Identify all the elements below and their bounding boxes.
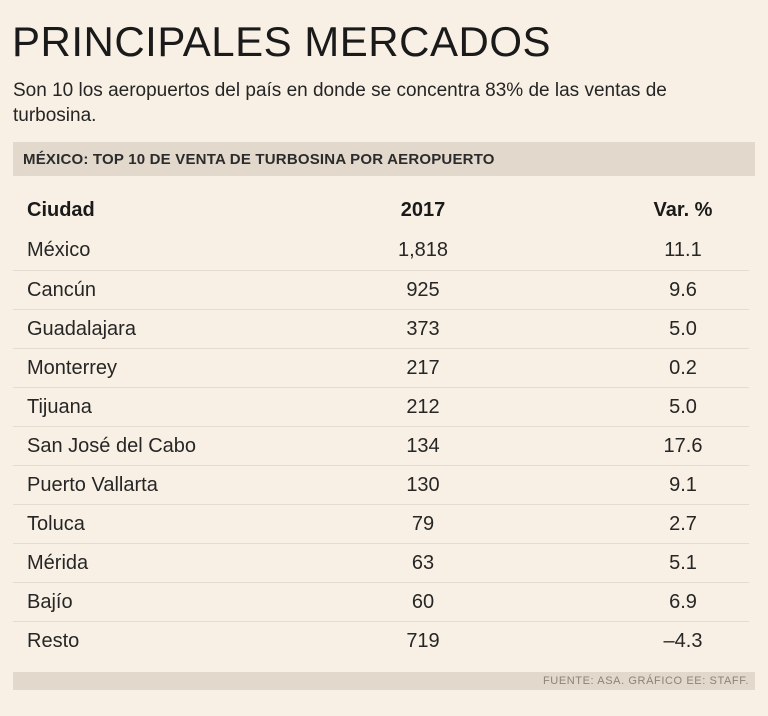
table-row: Mérida 63 5.1 — [13, 543, 749, 582]
cell-var: 6.9 — [669, 590, 697, 613]
column-header-ciudad: Ciudad — [27, 198, 95, 221]
cell-2017: 63 — [411, 551, 435, 574]
table-header-row: Ciudad 2017 Var. % — [13, 190, 749, 230]
cell-2017: 130 — [406, 473, 440, 496]
cell-var: 9.1 — [669, 473, 697, 496]
page-subtitle: Son 10 los aeropuertos del país en donde… — [13, 80, 667, 126]
cell-2017: 217 — [406, 356, 440, 379]
table-row: Resto 719 –4.3 — [13, 621, 749, 660]
table-row: Tijuana 212 5.0 — [13, 387, 749, 426]
cell-2017: 79 — [411, 512, 435, 535]
column-header-2017: 2017 — [400, 198, 446, 221]
cell-ciudad: Tijuana — [27, 395, 92, 418]
source-band: FUENTE: ASA. GRÁFICO EE: STAFF. — [13, 672, 755, 690]
cell-var: –4.3 — [663, 629, 703, 652]
cell-var: 5.0 — [669, 317, 697, 340]
cell-ciudad: Cancún — [27, 278, 96, 301]
table-row: Puerto Vallarta 130 9.1 — [13, 465, 749, 504]
cell-var: 17.6 — [663, 434, 703, 457]
table-row: Guadalajara 373 5.0 — [13, 309, 749, 348]
table-row: Toluca 79 2.7 — [13, 504, 749, 543]
cell-2017: 212 — [406, 395, 440, 418]
cell-var: 2.7 — [669, 512, 697, 535]
cell-var: 0.2 — [669, 356, 697, 379]
page-title: PRINCIPALES MERCADOS — [12, 18, 551, 65]
cell-2017: 134 — [406, 434, 440, 457]
source-note: FUENTE: ASA. GRÁFICO EE: STAFF. — [542, 675, 749, 687]
cell-ciudad: Toluca — [27, 512, 85, 535]
data-table: Ciudad 2017 Var. % México 1,818 11.1 Cancún… — [13, 190, 749, 660]
cell-var: 5.1 — [669, 551, 697, 574]
cell-ciudad: Guadalajara — [27, 317, 136, 340]
table-body: México 1,818 11.1 Cancún 925 9.6 Guadalajara 37… — [13, 230, 749, 660]
cell-ciudad: Resto — [27, 629, 80, 652]
table-row: México 1,818 11.1 — [13, 230, 749, 270]
column-header-var: Var. % — [653, 198, 713, 221]
table-row: San José del Cabo 134 17.6 — [13, 426, 749, 465]
table-row: Monterrey 217 0.2 — [13, 348, 749, 387]
cell-ciudad: Mérida — [27, 551, 89, 574]
table-title: MÉXICO: TOP 10 DE VENTA DE TURBOSINA POR… — [23, 150, 495, 168]
cell-ciudad: Puerto Vallarta — [27, 473, 158, 496]
cell-2017: 719 — [406, 629, 440, 652]
cell-var: 11.1 — [664, 238, 702, 261]
cell-ciudad: Bajío — [27, 590, 73, 613]
table-row: Bajío 60 6.9 — [13, 582, 749, 621]
cell-2017: 925 — [406, 278, 440, 301]
cell-2017: 1,818 — [397, 238, 449, 261]
cell-2017: 60 — [411, 590, 435, 613]
cell-var: 5.0 — [669, 395, 697, 418]
table-title-band: MÉXICO: TOP 10 DE VENTA DE TURBOSINA POR… — [13, 142, 755, 176]
cell-ciudad: San José del Cabo — [27, 434, 197, 457]
cell-2017: 373 — [406, 317, 440, 340]
cell-var: 9.6 — [669, 278, 697, 301]
cell-ciudad: Monterrey — [27, 356, 118, 379]
cell-ciudad: México — [27, 238, 91, 261]
table-row: Cancún 925 9.6 — [13, 270, 749, 309]
